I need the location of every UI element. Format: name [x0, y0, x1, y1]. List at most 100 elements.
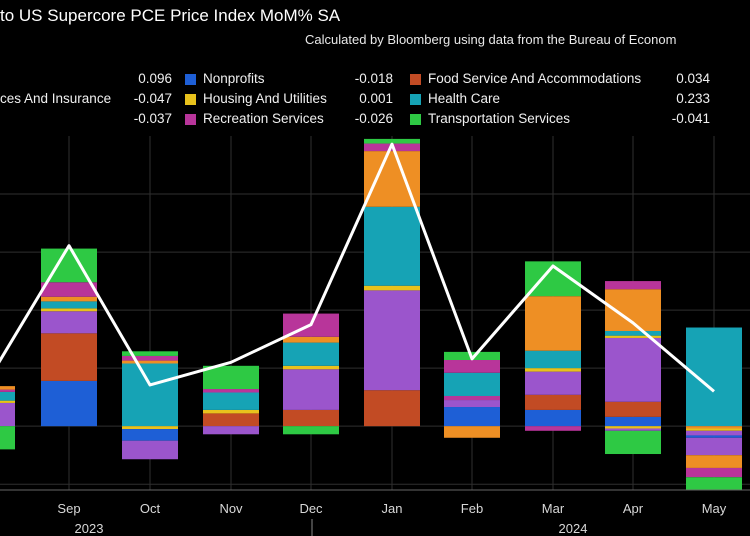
bar-segment — [283, 365, 339, 370]
x-tick-label: Apr — [623, 501, 644, 516]
bar-segment — [41, 333, 97, 381]
bar-segment — [283, 342, 339, 366]
bar-segment — [444, 426, 500, 438]
bar-segment — [122, 355, 178, 361]
bar-segment — [283, 426, 339, 435]
bar-segment — [203, 413, 259, 427]
bar-segment — [525, 296, 581, 351]
legend-value: -0.041 — [671, 111, 710, 126]
bar-segment — [686, 327, 742, 427]
legend-label: Nonprofits — [203, 71, 265, 86]
x-tick-label: Feb — [461, 501, 483, 516]
bar-segment — [0, 391, 15, 401]
bar-segment — [283, 409, 339, 427]
x-tick-label: Dec — [299, 501, 323, 516]
bar-segment — [444, 360, 500, 373]
bar-segment — [122, 363, 178, 427]
bar-segment — [686, 428, 742, 431]
bar-segment — [525, 426, 581, 431]
bar-segment — [283, 369, 339, 410]
bar-segment — [41, 296, 97, 302]
bar-segment — [686, 477, 742, 493]
legend-label: Health Care — [428, 91, 501, 106]
bar-segment — [203, 409, 259, 414]
bar-segment — [605, 330, 661, 336]
year-label: 2024 — [559, 521, 588, 536]
bar-segment — [686, 455, 742, 468]
bar-segment — [203, 426, 259, 435]
legend-value: -0.047 — [133, 91, 172, 106]
x-tick-label: Oct — [140, 501, 161, 516]
bar-segment — [364, 138, 420, 144]
bar-segment — [525, 368, 581, 372]
bar-segment — [364, 390, 420, 427]
x-tick-label: Sep — [57, 501, 80, 516]
bar-segment — [0, 400, 15, 403]
bar-segment — [41, 301, 97, 309]
bar-segment — [686, 430, 742, 436]
x-axis-band — [0, 490, 750, 536]
legend-value: -0.018 — [354, 71, 393, 86]
x-tick-label: Mar — [542, 501, 565, 516]
bar-segment — [525, 409, 581, 427]
legend-value: 0.233 — [676, 91, 710, 106]
bar-segment — [364, 206, 420, 286]
x-tick-label: May — [702, 501, 727, 516]
bar-segment — [122, 426, 178, 430]
legend-label: Food Service And Accommodations — [428, 71, 642, 86]
bar-segment — [122, 440, 178, 460]
legend-label: Recreation Services — [203, 111, 324, 126]
bar-segment — [203, 392, 259, 410]
year-label: 2023 — [75, 521, 104, 536]
bar-segment — [0, 386, 15, 390]
bar-segment — [525, 350, 581, 369]
legend-value: -0.037 — [133, 111, 172, 126]
bar-segment — [686, 435, 742, 438]
bar-segment — [444, 400, 500, 408]
legend-label: Transportation Services — [428, 111, 571, 126]
bar-segment — [605, 281, 661, 290]
bar-segment — [122, 351, 178, 356]
legend-value: -0.026 — [354, 111, 393, 126]
bar-segment — [122, 429, 178, 441]
legend-swatch — [410, 94, 421, 105]
legend-swatch — [410, 114, 421, 125]
legend-swatch — [185, 114, 196, 125]
bar-segment — [686, 426, 742, 429]
bar-segment — [0, 402, 15, 427]
bar-segment — [605, 428, 661, 431]
total-line — [0, 142, 715, 393]
bar-segment — [605, 426, 661, 429]
bar-segment — [605, 416, 661, 427]
bar-segment — [605, 430, 661, 455]
bar-segment — [444, 372, 500, 396]
bar-segment — [0, 426, 15, 450]
bar-segment — [122, 360, 178, 364]
legend-label: ces And Insurance — [0, 91, 112, 106]
legend-value: 0.001 — [359, 91, 393, 106]
bar-segment — [41, 380, 97, 427]
chart-title: to US Supercore PCE Price Index MoM% SA — [0, 6, 341, 25]
x-tick-label: Jan — [382, 501, 403, 516]
bar-segment — [525, 371, 581, 395]
bar-segment — [41, 282, 97, 297]
bar-segment — [283, 336, 339, 343]
bar-segment — [41, 308, 97, 312]
bar-segment — [41, 311, 97, 334]
bar-segment — [444, 395, 500, 401]
bar-segment — [686, 437, 742, 456]
bar-segment — [364, 285, 420, 291]
legend-value: 0.034 — [676, 71, 710, 86]
legend-swatch — [185, 94, 196, 105]
legend-value: 0.096 — [138, 71, 172, 86]
bar-segment — [203, 365, 259, 390]
bar-segment — [605, 401, 661, 417]
bar-segment — [0, 389, 15, 392]
legend-swatch — [410, 74, 421, 85]
bar-segment — [525, 394, 581, 410]
chart-subtitle: Calculated by Bloomberg using data from … — [305, 32, 677, 47]
bar-segment — [364, 290, 420, 391]
bar-segment — [605, 335, 661, 338]
bar-segment — [605, 337, 661, 402]
